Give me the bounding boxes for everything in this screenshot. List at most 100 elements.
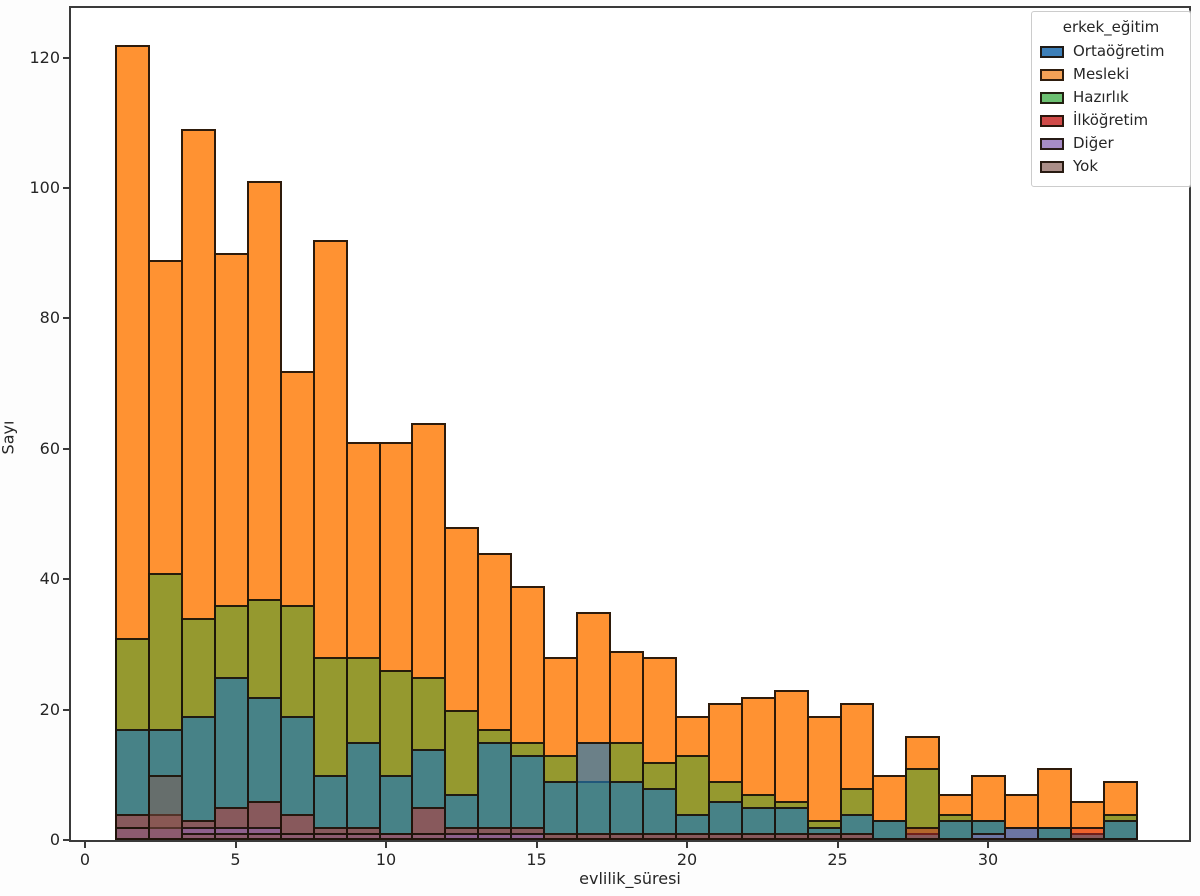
bar-segment-mesleki — [806, 716, 842, 840]
bar-segment-ortaöğretim — [510, 755, 546, 840]
y-tick-label: 100 — [29, 178, 60, 197]
legend-title: erkek_eğitim — [1062, 18, 1160, 36]
histogram-bin — [477, 8, 513, 840]
histogram-bin — [707, 8, 743, 840]
histogram-bin — [246, 8, 282, 840]
x-tick-mark — [686, 842, 688, 848]
histogram-bin — [938, 8, 974, 840]
histogram-bin — [576, 8, 612, 840]
bar-segment-ortaöğretim — [938, 820, 974, 840]
histogram-bin — [378, 8, 414, 840]
plot-area — [69, 6, 1191, 842]
histogram-bin — [444, 8, 480, 840]
legend-label: Hazırlık — [1073, 88, 1129, 106]
bar-segment-i̇lköğretim — [641, 833, 677, 840]
histogram-bin — [180, 8, 216, 840]
bar-segment-ortaöğretim — [576, 742, 612, 840]
bar-segment-yok — [115, 826, 151, 840]
legend-item: Ortaöğretim — [1040, 40, 1182, 63]
bar-segment-i̇lköğretim — [1070, 826, 1105, 840]
bar-segment-diğer — [971, 833, 1007, 840]
x-tick-mark — [385, 842, 387, 848]
bar-segment-yok — [345, 833, 381, 840]
y-axis-label: Sayı — [0, 420, 18, 455]
y-tick-label: 120 — [29, 47, 60, 67]
bar-segment-ortaöğretim — [378, 774, 414, 840]
histogram-bin — [1102, 8, 1138, 840]
histogram-bin — [971, 8, 1007, 840]
histogram-bin — [773, 8, 809, 840]
y-tick-mark — [63, 187, 69, 189]
bar-segment-i̇lköğretim — [576, 833, 612, 840]
histogram-bin — [213, 8, 249, 840]
x-tick-label: 20 — [676, 850, 698, 869]
x-tick-mark — [84, 842, 86, 848]
bar-segment-diğer — [477, 833, 513, 840]
y-tick-mark — [63, 317, 69, 320]
bar-segment-ortaöğretim — [1037, 826, 1073, 840]
bar-segment-i̇lköğretim — [740, 833, 776, 840]
bar-segment-yok — [312, 833, 348, 840]
histogram-bin — [641, 8, 677, 840]
bar-segment-i̇lköğretim — [609, 833, 644, 840]
bar-segment-i̇lköğretim — [707, 833, 743, 840]
histogram-bin — [1070, 8, 1105, 840]
y-tick-label: 80 — [39, 308, 60, 328]
x-tick-mark — [535, 842, 538, 848]
y-tick-label: 0 — [49, 830, 60, 849]
histogram-bin — [609, 8, 644, 840]
legend-label: İlköğretim — [1073, 111, 1149, 129]
bar-segment-i̇lköğretim — [674, 833, 710, 840]
histogram-bin — [543, 8, 579, 840]
y-tick-mark — [63, 708, 69, 711]
bar-segment-i̇lköğretim — [543, 833, 579, 840]
bar-segment-i̇lköğretim — [806, 833, 842, 840]
bar-segment-ortaöğretim — [641, 787, 677, 840]
bar-segment-ortaöğretim — [839, 813, 875, 840]
bar-segment-ortaöğretim — [609, 781, 644, 840]
x-tick-label: 30 — [977, 850, 999, 869]
x-tick-mark — [987, 842, 989, 848]
bar-segment-yok — [378, 833, 414, 840]
legend-rows: Ortaöğretim Mesleki Hazırlık İlköğretim Diğe… — [1040, 40, 1182, 178]
bar-segment-ortaöğretim — [1102, 820, 1138, 840]
bar-segment-diğer — [444, 833, 480, 840]
bar-segment-yok — [279, 833, 315, 840]
histogram-bin — [905, 8, 941, 840]
y-tick-mark — [63, 447, 69, 450]
histogram-bin — [839, 8, 875, 840]
histogram-bin — [115, 8, 151, 840]
legend-label: Yok — [1073, 157, 1099, 175]
legend-item: Hazırlık — [1040, 86, 1182, 109]
legend-swatch-icon — [1040, 91, 1064, 104]
x-tick-label: 10 — [375, 850, 397, 869]
bar-segment-yok — [246, 833, 282, 840]
legend-item: İlköğretim — [1040, 109, 1182, 132]
bar-segment-diğer — [1004, 826, 1040, 840]
y-tick-mark — [63, 56, 69, 59]
x-tick-label: 15 — [526, 850, 547, 869]
bar-segment-yok — [180, 833, 216, 840]
histogram-bin — [345, 8, 381, 840]
y-tick-mark — [63, 839, 69, 841]
legend-swatch-icon — [1040, 68, 1064, 81]
histogram-bin — [312, 8, 348, 840]
histogram-bin — [806, 8, 842, 840]
histogram-bin — [411, 8, 447, 840]
y-tick-label: 60 — [39, 438, 60, 458]
legend-label: Mesleki — [1073, 65, 1130, 83]
y-tick-label: 40 — [39, 569, 60, 589]
legend-label: Ortaöğretim — [1073, 42, 1165, 60]
histogram-bin — [674, 8, 710, 840]
legend-swatch-icon — [1040, 114, 1064, 127]
y-tick-label: 20 — [39, 699, 60, 719]
x-tick-label: 5 — [230, 850, 241, 869]
histogram-bin — [148, 8, 183, 840]
x-tick-label: 0 — [79, 850, 91, 869]
bar-segment-ortaöğretim — [543, 781, 579, 840]
x-axis-label: evlilik_süresi — [579, 869, 681, 888]
x-tick-label: 25 — [827, 850, 848, 869]
histogram-bin — [740, 8, 776, 840]
legend-swatch-icon — [1040, 45, 1064, 58]
